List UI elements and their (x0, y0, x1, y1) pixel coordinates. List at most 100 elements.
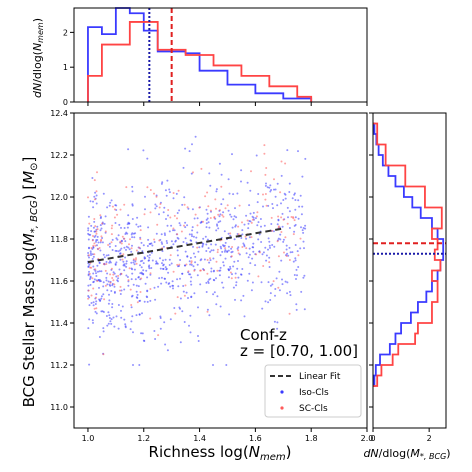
scatter-point (110, 318, 113, 321)
scatter-point (260, 241, 263, 243)
scatter-point (149, 317, 152, 320)
scatter-point (240, 180, 242, 183)
scatter-point (107, 302, 110, 305)
scatter-point (234, 272, 237, 275)
scatter-point (100, 238, 103, 241)
scatter-point (139, 229, 142, 232)
scatter-point (95, 202, 98, 205)
scatter-point (268, 244, 271, 247)
scatter-point (138, 364, 141, 366)
scatter-point (246, 181, 249, 184)
scatter-point (149, 211, 152, 214)
scatter-point (218, 274, 221, 277)
scatter-point (267, 301, 270, 304)
scatter-point (172, 197, 175, 200)
scatter-point (288, 246, 291, 249)
scatter-point (87, 238, 90, 241)
scatter-point (271, 229, 274, 232)
scatter-point (123, 269, 126, 272)
scatter-point (218, 162, 221, 165)
scatter-point (191, 208, 194, 211)
scatter-point (196, 263, 199, 266)
scatter-point (219, 213, 222, 216)
scatter-point (207, 282, 210, 284)
legend-iso-label: Iso-Cls (299, 388, 329, 398)
scatter-point (281, 225, 284, 228)
scatter-point (255, 215, 258, 218)
scatter-point (205, 208, 208, 211)
scatter-point (89, 283, 92, 286)
scatter-point (108, 242, 111, 245)
scatter-point (164, 277, 166, 280)
scatter-point (170, 240, 173, 243)
scatter-point (130, 295, 133, 298)
scatter-point (129, 288, 132, 291)
scatter-point (179, 307, 181, 310)
scatter-point (174, 312, 177, 315)
scatter-point (213, 279, 216, 282)
scatter-point (173, 229, 176, 232)
legend-box (264, 364, 362, 418)
scatter-point (124, 233, 127, 235)
scatter-point (91, 253, 94, 256)
scatter-point (179, 341, 182, 344)
scatter-point (88, 222, 91, 225)
scatter-point (93, 220, 96, 223)
scatter-point (264, 300, 267, 303)
scatter-point (285, 248, 288, 251)
scatter-point (187, 270, 190, 273)
scatter-point (176, 212, 179, 214)
scatter-point (214, 243, 217, 246)
scatter-point (155, 232, 158, 235)
scatter-point (252, 211, 255, 214)
scatter-point (269, 246, 271, 249)
scatter-point (146, 157, 149, 160)
scatter-point (160, 233, 163, 236)
scatter-point (245, 214, 248, 217)
main-y-tick-label: 11.4 (50, 319, 68, 328)
scatter-point (261, 253, 264, 256)
scatter-point (196, 246, 199, 249)
scatter-point (90, 230, 93, 233)
scatter-point (282, 240, 285, 243)
scatter-point (205, 226, 208, 229)
scatter-point (92, 272, 95, 275)
scatter-point (130, 304, 133, 306)
scatter-point (94, 268, 97, 271)
scatter-point (218, 209, 221, 212)
scatter-point (107, 244, 110, 246)
scatter-point (117, 280, 119, 283)
scatter-point (294, 216, 297, 219)
scatter-point (131, 272, 134, 275)
scatter-point (91, 177, 94, 179)
scatter-point (200, 258, 203, 261)
scatter-point (250, 289, 253, 292)
main-y-tick-label: 11.0 (50, 403, 68, 412)
scatter-point (158, 213, 160, 216)
scatter-point (252, 216, 255, 219)
scatter-point (127, 279, 130, 282)
scatter-point (248, 236, 251, 239)
scatter-point (137, 276, 140, 278)
scatter-point (111, 238, 114, 241)
top-y-tick-label: 1 (63, 63, 68, 72)
scatter-point (110, 199, 113, 202)
scatter-point (106, 283, 109, 286)
scatter-point (295, 268, 298, 271)
scatter-point (90, 294, 93, 297)
scatter-point (87, 196, 89, 199)
scatter-point (87, 252, 90, 254)
scatter-point (129, 328, 132, 331)
scatter-point (251, 257, 254, 260)
scatter-point (228, 192, 231, 195)
scatter-point (233, 260, 236, 263)
scatter-point (112, 273, 115, 276)
scatter-point (135, 314, 138, 317)
scatter-point (159, 315, 162, 318)
scatter-point (269, 292, 272, 295)
scatter-point (231, 246, 234, 248)
scatter-point (155, 262, 158, 264)
scatter-point (186, 255, 189, 258)
scatter-point (279, 191, 282, 194)
scatter-point (215, 207, 217, 210)
